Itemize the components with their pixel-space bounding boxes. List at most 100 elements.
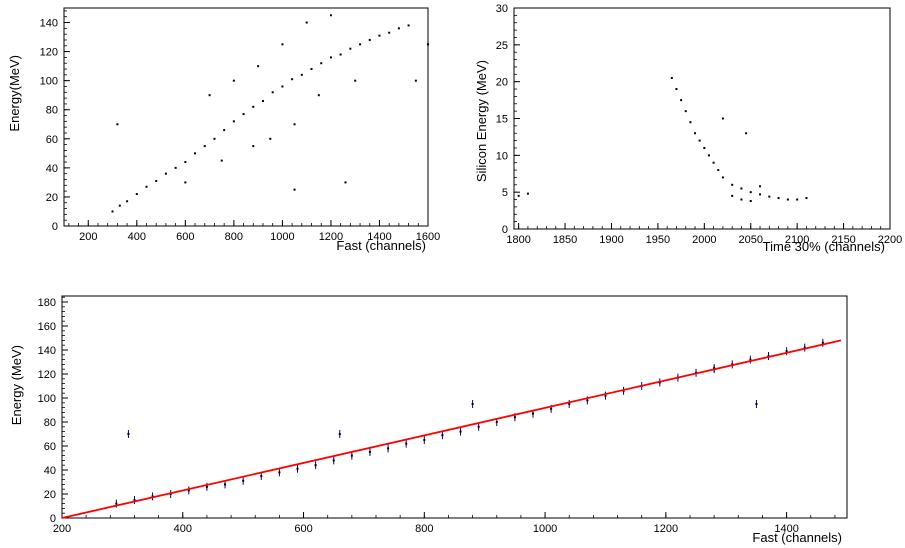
data-point <box>698 139 701 142</box>
x-tick-label: 600 <box>176 231 194 243</box>
x-tick-label: 1900 <box>599 234 623 246</box>
data-point <box>278 471 281 474</box>
data-point <box>796 198 799 201</box>
y-tick-label: 120 <box>38 369 56 381</box>
x-tick-label: 400 <box>128 231 146 243</box>
data-point <box>339 53 342 56</box>
data-point <box>252 145 255 148</box>
data-point <box>680 99 683 102</box>
data-point <box>329 56 332 59</box>
data-point <box>213 137 216 140</box>
data-point <box>731 194 734 197</box>
y-tick-label: 20 <box>496 77 508 89</box>
data-point <box>785 350 788 353</box>
data-point <box>745 132 748 135</box>
x-tick-label: 2100 <box>785 234 809 246</box>
x-tick-label: 1000 <box>533 523 557 535</box>
data-point <box>184 161 187 164</box>
x-tick-label: 2200 <box>878 234 902 246</box>
data-point <box>305 21 308 24</box>
y-tick-label: 40 <box>44 465 56 477</box>
data-point <box>261 100 264 103</box>
y-tick-label: 180 <box>38 297 56 309</box>
data-point <box>821 341 824 344</box>
x-tick-label: 800 <box>415 523 433 535</box>
data-point <box>174 166 177 169</box>
data-point <box>208 94 211 97</box>
data-point <box>717 169 720 172</box>
data-point <box>329 14 332 17</box>
data-point <box>332 459 335 462</box>
y-axis-title: Energy (MeV) <box>9 345 24 425</box>
data-point <box>116 123 119 126</box>
data-point <box>740 187 743 190</box>
data-point <box>684 110 687 113</box>
x-tick-label: 1400 <box>367 231 391 243</box>
y-tick-label: 120 <box>40 47 58 59</box>
y-tick-label: 25 <box>496 40 508 52</box>
data-point <box>344 181 347 184</box>
y-tick-label: 20 <box>46 192 58 204</box>
data-point <box>338 433 341 435</box>
data-point <box>310 68 313 71</box>
data-point <box>707 154 710 157</box>
x-tick-label: 1850 <box>553 234 577 246</box>
plot-frame <box>63 7 429 227</box>
data-point <box>378 34 381 37</box>
data-point <box>271 91 274 94</box>
data-point <box>759 193 762 196</box>
fit-line <box>61 339 842 519</box>
data-point <box>526 192 529 195</box>
data-point <box>517 194 520 197</box>
y-axis-title: Silicon Energy (MeV) <box>474 60 489 182</box>
data-point <box>242 113 245 116</box>
plot-frame <box>513 7 891 230</box>
x-tick-label: 200 <box>53 523 71 535</box>
data-point <box>293 123 296 126</box>
x-tick-label: 600 <box>294 523 312 535</box>
y-axis-title: Energy(MeV) <box>7 55 22 132</box>
data-point <box>513 416 516 419</box>
data-point <box>675 88 678 91</box>
data-point <box>670 76 673 79</box>
data-point <box>786 198 789 201</box>
data-point <box>164 172 167 175</box>
data-point <box>115 502 118 505</box>
x-tick-label: 1600 <box>416 231 440 243</box>
data-point <box>203 145 206 148</box>
data-point <box>293 188 296 191</box>
x-tick-label: 2000 <box>692 234 716 246</box>
data-point <box>477 425 480 428</box>
data-point <box>803 346 806 349</box>
x-tick-label: 1950 <box>646 234 670 246</box>
data-points <box>517 76 808 203</box>
chart-panel-3: 200 400 600 800 1000 1200 1400 0 20 40 60 80 100 120 1… <box>9 295 848 545</box>
data-point <box>232 79 235 82</box>
x-tick-label: 1000 <box>270 231 294 243</box>
y-tick-label: 160 <box>38 321 56 333</box>
data-point <box>703 146 706 149</box>
data-point <box>135 193 138 196</box>
data-point <box>586 399 589 402</box>
x-tick-label: 1400 <box>774 523 798 535</box>
y-tick-label: 100 <box>38 393 56 405</box>
y-tick-label: 30 <box>496 3 508 15</box>
data-point <box>427 43 429 46</box>
data-point <box>755 403 758 405</box>
data-point <box>689 121 692 124</box>
data-point <box>317 94 320 97</box>
y-tick-label: 140 <box>40 18 58 30</box>
data-point <box>777 197 780 200</box>
x-axis-title: Time 30% (channels) <box>763 239 885 254</box>
data-point <box>291 78 294 81</box>
data-point <box>550 407 553 410</box>
data-point <box>749 200 752 203</box>
data-point <box>459 430 462 433</box>
data-point <box>397 27 400 30</box>
data-point <box>155 179 158 182</box>
chart-panel-1: 200 400 600 800 1000 1200 1400 1600 0 20 40 60 80 100… <box>7 7 440 253</box>
data-point <box>405 442 408 445</box>
data-point <box>354 79 357 82</box>
data-points <box>111 14 429 213</box>
